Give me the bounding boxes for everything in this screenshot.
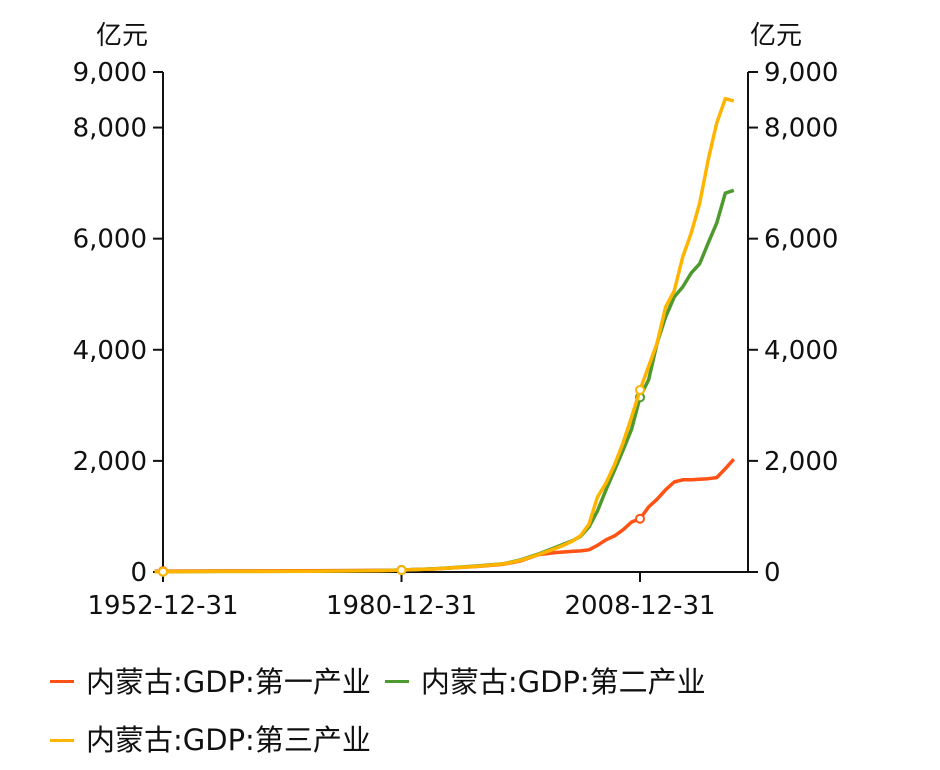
series-point-marker — [158, 566, 168, 577]
legend-label: 内蒙古:GDP:第二产业 — [420, 664, 706, 699]
left-y-tick-label: 4,000 — [73, 336, 147, 366]
series-point-marker — [635, 385, 645, 396]
right-y-tick-label: 2,000 — [764, 447, 838, 477]
left-axis-unit: 亿元 — [96, 21, 148, 51]
right-axis-unit: 亿元 — [750, 21, 802, 51]
series-line-1 — [154, 458, 736, 573]
legend-label: 内蒙古:GDP:第三产业 — [86, 723, 371, 757]
x-tick-label: 2008-12-31 — [564, 591, 715, 621]
left-y-tick-label: 8,000 — [73, 114, 147, 144]
x-tick-label: 1952-12-31 — [87, 591, 238, 621]
left-y-tick-label: 6,000 — [73, 225, 147, 255]
right-y-tick-label: 0 — [764, 558, 781, 588]
right-y-tick-label: 8,000 — [764, 114, 838, 144]
legend-label: 内蒙古:GDP:第一产业 — [86, 664, 371, 699]
series-line-3 — [154, 96, 735, 574]
axes: 0 0 2,000 2,000 4,000 4,000 6,000 6,000 8,000 8,0… — [73, 58, 839, 621]
line-chart: 亿元 亿元 0 0 2,000 2,000 4,000 4,000 6,000 6,000 8,… — [73, 21, 839, 621]
right-y-tick-label: 9,000 — [764, 58, 838, 88]
series-lines — [154, 96, 736, 577]
series-line-2 — [154, 188, 735, 574]
legend-item[interactable]: 内蒙古:GDP:第三产业 — [50, 715, 371, 765]
legend: 内蒙古:GDP:第一产业 内蒙古:GDP:第二产业内蒙古:GDP:第三产业 — [50, 648, 910, 765]
right-y-tick-label: 4,000 — [764, 336, 838, 366]
left-y-tick-label: 2,000 — [73, 447, 147, 477]
legend-item[interactable]: 内蒙古:GDP:第一产业 — [50, 657, 371, 707]
legend-swatch — [50, 738, 74, 742]
x-tick-label: 1980-12-31 — [326, 591, 477, 621]
series-point-marker — [635, 513, 645, 524]
left-y-tick-label: 0 — [130, 558, 147, 588]
legend-swatch — [50, 680, 74, 683]
left-y-tick-label: 9,000 — [73, 58, 147, 88]
legend-swatch — [384, 680, 409, 683]
right-y-tick-label: 6,000 — [764, 225, 838, 255]
legend-item[interactable]: 内蒙古:GDP:第二产业 — [384, 657, 706, 707]
series-point-marker — [396, 565, 407, 576]
